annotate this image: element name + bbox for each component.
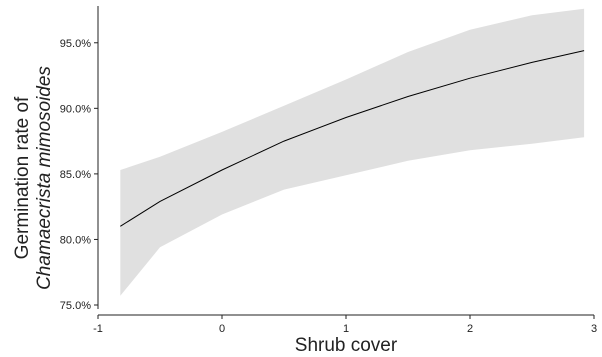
y-axis-title-line1: Germination rate of <box>12 96 33 259</box>
y-tick-label: 90.0% <box>60 103 91 115</box>
y-tick-label: 95.0% <box>60 38 91 50</box>
confidence-band <box>120 8 585 296</box>
plot-area <box>120 8 585 296</box>
x-tick-label: 3 <box>591 323 597 335</box>
x-tick-label: 0 <box>219 323 225 335</box>
y-axis-ticks: 75.0% 80.0% 85.0% 90.0% 95.0% <box>60 38 98 312</box>
fitted-line <box>120 50 585 227</box>
x-tick-label: 2 <box>467 323 473 335</box>
y-tick-label: 85.0% <box>60 169 91 181</box>
y-axis-title-line2: Chamaecrista mimosoides <box>34 66 55 290</box>
x-axis-ticks: -1 0 1 2 3 <box>93 315 597 335</box>
x-tick-label: 1 <box>343 323 349 335</box>
y-tick-label: 80.0% <box>60 234 91 246</box>
y-tick-label: 75.0% <box>60 300 91 312</box>
x-axis-title: Shrub cover <box>295 335 398 356</box>
x-tick-label: -1 <box>93 323 103 335</box>
